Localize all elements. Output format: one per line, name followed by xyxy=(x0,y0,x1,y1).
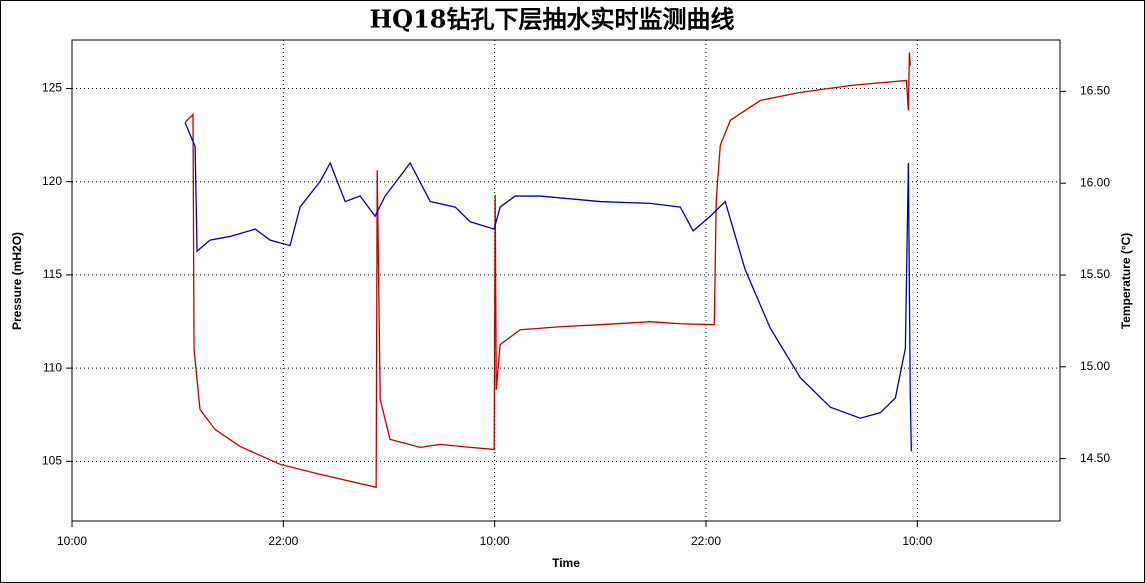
y2-tick-label: 16.00 xyxy=(1080,175,1110,189)
y2-axis-title: Temperature (°C) xyxy=(1119,233,1133,330)
y-tick-label: 110 xyxy=(43,360,62,374)
series-line xyxy=(184,52,911,489)
y2-tick-label: 14.50 xyxy=(1080,451,1110,465)
x-tick-label: 10:00 xyxy=(902,534,932,548)
chart-title: HQ18钻孔下层抽水实时监测曲线 xyxy=(370,5,735,34)
y-tick-label: 120 xyxy=(42,174,62,188)
y-tick-label: 105 xyxy=(42,454,62,468)
series-line xyxy=(184,122,913,452)
y2-tick-label: 15.50 xyxy=(1080,267,1110,281)
y-tick-label: 115 xyxy=(43,267,62,281)
y-axis-title: Pressure (mH2O) xyxy=(10,232,24,330)
y-tick-label: 125 xyxy=(42,81,62,95)
x-tick-label: 22:00 xyxy=(268,534,298,548)
y2-tick-label: 16.50 xyxy=(1080,84,1110,98)
x-tick-label: 10:00 xyxy=(57,534,87,548)
x-tick-label: 22:00 xyxy=(691,534,721,548)
plot-area xyxy=(71,39,1061,522)
y2-tick-label: 15.00 xyxy=(1080,359,1110,373)
x-axis-title: Time xyxy=(552,556,580,570)
x-tick-label: 10:00 xyxy=(480,534,510,548)
